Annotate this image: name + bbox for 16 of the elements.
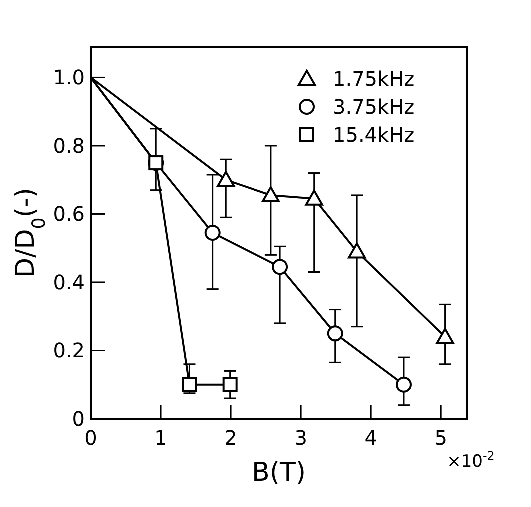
y-tick-label: 1.0 <box>53 66 85 90</box>
x-tick-label: 5 <box>434 426 448 450</box>
y-tick-label: 0.6 <box>53 202 85 226</box>
x-tick-label: 2 <box>224 426 238 450</box>
legend-label: 15.4kHz <box>333 123 415 147</box>
y-tick-label: 0 <box>72 407 85 431</box>
legend-label: 1.75kHz <box>333 67 415 91</box>
y-tick-label: 0.4 <box>53 270 85 294</box>
x-tick-label: 1 <box>154 426 168 450</box>
x-tick-label: 3 <box>294 426 308 450</box>
y-tick-label: 0.8 <box>53 134 85 158</box>
y-tick-label: 0.2 <box>53 338 85 363</box>
text: ×10$^{-2}$ <box>447 449 495 472</box>
legend-label: 3.75kHz <box>333 95 415 119</box>
x-axis-title: B(T) <box>252 458 306 488</box>
x-tick-label: 4 <box>364 426 378 450</box>
